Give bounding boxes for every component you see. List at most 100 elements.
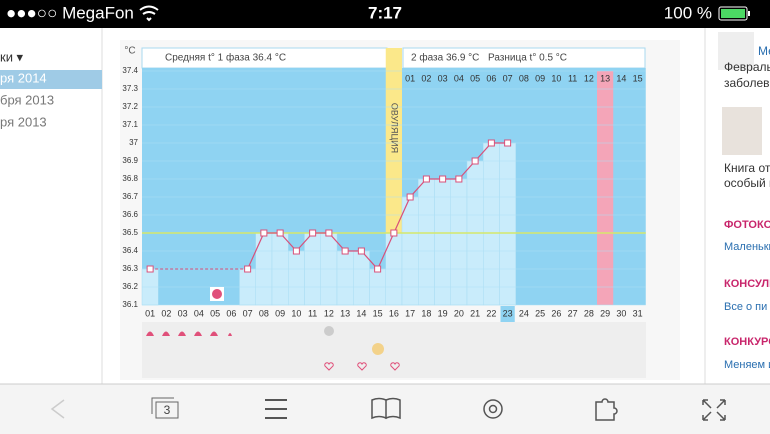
point [357, 247, 365, 255]
cycle-day: 13 [600, 73, 610, 83]
point [406, 193, 414, 201]
phase1: Средняя t° 1 фаза 36.4 °C [165, 52, 286, 64]
right-text[interactable]: Ме [758, 44, 770, 58]
x-tick-label: 06 [226, 308, 236, 318]
right-link[interactable]: Маленьки [724, 241, 770, 253]
mail-button[interactable] [483, 399, 503, 419]
cycle-day: 10 [551, 73, 561, 83]
toolbar [0, 384, 770, 434]
x-tick-label: 18 [421, 308, 431, 318]
x-tick-label: 03 [178, 308, 188, 318]
y-tick-label: 37.3 [122, 84, 138, 93]
temp-col [336, 250, 354, 306]
back-button[interactable] [50, 399, 65, 419]
x-tick-label: 26 [551, 308, 561, 318]
right-text[interactable]: особый м [724, 176, 770, 190]
right-heading: КОНКУРО [724, 336, 770, 348]
moon [212, 289, 222, 299]
right-text[interactable]: Книга от [724, 161, 770, 175]
bookmarks-button[interactable] [371, 397, 401, 420]
point [341, 247, 349, 255]
y-tick-label: 37.4 [122, 66, 138, 75]
temp-col [450, 178, 468, 306]
x-tick-label: 13 [340, 308, 350, 318]
difference: Разница t° 0.5 °C [488, 53, 567, 64]
x-tick-label: 27 [568, 308, 578, 318]
right-text[interactable]: заболев [724, 76, 770, 90]
x-tick-label: 01 [145, 308, 155, 318]
cycle-day: 09 [535, 73, 545, 83]
point [487, 139, 495, 147]
right-text[interactable]: Февраль [724, 60, 770, 74]
battery-level [721, 9, 745, 18]
y-tick-label: 36.6 [122, 210, 138, 219]
cycle-day: 06 [486, 73, 496, 83]
battery-tip [748, 11, 750, 16]
point [244, 265, 252, 273]
temp-col [499, 142, 516, 306]
carrier: ●●●○○ MegaFon [6, 3, 134, 22]
x-tick-label: 25 [535, 308, 545, 318]
sidebar-item[interactable]: ря 2013 [0, 114, 47, 129]
y-tick-label: 37.2 [122, 102, 138, 111]
fullscreen-button[interactable] [702, 399, 726, 421]
x-tick-label: 22 [486, 308, 496, 318]
cycle-day: 01 [405, 73, 415, 83]
point [439, 175, 447, 183]
x-tick-label: 07 [243, 308, 253, 318]
y-tick-label: 37 [129, 138, 138, 147]
sidebar-selected [0, 70, 102, 89]
y-tick-label: 36.5 [122, 228, 138, 237]
highlight-col [597, 71, 614, 305]
point [504, 139, 512, 147]
x-tick-label: 28 [584, 308, 594, 318]
y-tick-label: 36.3 [122, 264, 138, 273]
symbol [324, 326, 334, 336]
cycle-day: 02 [421, 73, 431, 83]
cycle-day: 08 [519, 73, 529, 83]
x-tick-label: 02 [161, 308, 171, 318]
point [374, 265, 382, 273]
sidebar-item[interactable]: ря 2014 [0, 70, 47, 85]
point [471, 157, 479, 165]
point [455, 175, 463, 183]
wifi-icon [139, 5, 159, 22]
status-bar [0, 0, 770, 28]
point [292, 247, 300, 255]
heart [324, 362, 400, 371]
battery [718, 6, 748, 21]
unit: °C [124, 46, 135, 57]
right-panel [705, 28, 770, 384]
point [146, 265, 154, 273]
x-tick-label: 09 [275, 308, 285, 318]
point [260, 229, 268, 237]
x-tick-label: 24 [519, 308, 529, 318]
extensions-button[interactable] [595, 398, 618, 421]
flame [146, 331, 232, 336]
x-tick-label: 20 [454, 308, 464, 318]
right-link[interactable]: Меняем и [724, 359, 770, 371]
thumb [718, 32, 754, 70]
y-tick-label: 36.9 [122, 156, 138, 165]
y-tick-label: 36.4 [122, 246, 138, 255]
temp-col [434, 178, 451, 306]
plot: ОВУЛЯЦИЯ 01 02 03 04 05 06 07 08 09 10 11 12 13 14 15 36… [122, 48, 646, 322]
right-link[interactable]: Все о пи [724, 301, 767, 313]
point [309, 229, 317, 237]
tabs-button[interactable] [155, 401, 179, 419]
x-tick-label: 31 [633, 308, 643, 318]
sidebar-item[interactable]: бря 2013 [0, 92, 54, 107]
mail-icon [488, 404, 498, 414]
symbols [142, 322, 646, 378]
x-tick-label: 29 [600, 308, 610, 318]
today [500, 306, 515, 322]
temp-col [353, 250, 370, 306]
cycle-day: 11 [568, 73, 577, 83]
cycle-day: 04 [454, 73, 464, 83]
menu-button[interactable] [265, 399, 287, 419]
x-tick-label: 11 [308, 308, 317, 318]
x-tick-label: 08 [259, 308, 269, 318]
sidebar-menu[interactable]: ки ▾ [0, 49, 24, 64]
